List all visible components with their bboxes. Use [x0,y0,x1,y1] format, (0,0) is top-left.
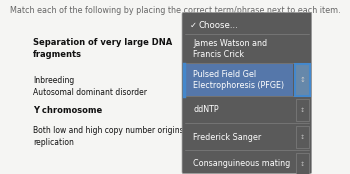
Text: Match each of the following by placing the correct term/phrase next to each item: Match each of the following by placing t… [10,6,340,15]
Bar [184,64,293,96]
Text: ✓: ✓ [190,21,197,30]
Text: ↕: ↕ [300,108,305,113]
Text: Inbreeding: Inbreeding [33,76,74,85]
Bar [296,153,309,174]
Text: ↕: ↕ [300,135,305,140]
Text: Separation of very large DNA
fragments: Separation of very large DNA fragments [33,38,172,59]
Text: Frederick Sanger: Frederick Sanger [193,132,261,141]
Bar [296,99,309,121]
Text: Y chromosome: Y chromosome [33,106,102,115]
Text: ↕: ↕ [300,161,305,167]
Bar [296,126,309,148]
Text: ddNTP: ddNTP [193,105,219,114]
Text: Autosomal dominant disorder: Autosomal dominant disorder [33,88,147,97]
Text: Pulsed Field Gel
Electrophoresis (PFGE): Pulsed Field Gel Electrophoresis (PFGE) [193,70,285,90]
Text: Choose...: Choose... [198,21,238,30]
Text: ↕: ↕ [299,77,305,83]
Text: Both low and high copy number origins of
replication: Both low and high copy number origins of… [33,126,194,147]
FancyBboxPatch shape [182,13,312,173]
FancyBboxPatch shape [295,64,309,96]
Text: James Watson and
Francis Crick: James Watson and Francis Crick [193,39,267,59]
Text: Consanguineous mating: Consanguineous mating [193,160,290,168]
